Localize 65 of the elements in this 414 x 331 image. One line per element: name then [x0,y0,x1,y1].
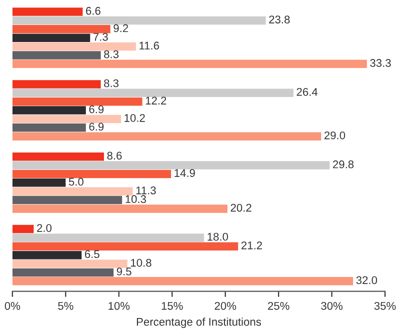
bar [12,25,110,34]
data-label: 7.3 [93,32,108,41]
x-axis-title: Percentage of Institutions [136,318,262,328]
data-label: 10.3 [126,195,146,204]
bar [12,250,82,260]
bar [12,204,228,213]
x-tick-label: 20% [214,302,236,310]
x-tick-label: 30% [321,302,343,310]
x-tick-label: 0% [4,302,20,310]
data-label: 6.6 [86,6,100,15]
data-label: 20.2 [230,204,252,212]
x-tick-label: 10% [108,302,130,310]
bar [12,106,86,114]
data-label: 18.0 [208,232,228,241]
data-label: 33.3 [370,59,391,67]
bar [12,51,101,60]
x-tick-label: 25% [268,302,290,310]
bar [12,187,133,196]
bar [12,80,101,88]
bar [12,277,354,286]
x-tick-label: 5% [58,302,74,310]
bar [12,132,322,140]
data-label: 10.8 [131,258,152,267]
data-label: 6.9 [89,105,104,114]
data-label: 11.3 [136,186,156,194]
bar [12,42,136,51]
data-label: 8.6 [107,152,122,160]
bar [12,268,114,277]
data-label: 8.3 [104,50,119,58]
bar [12,60,367,68]
x-tick-label: 35% [374,302,396,310]
data-label: 14.9 [174,169,195,177]
bar [12,88,294,98]
data-label: 6.9 [89,122,104,131]
data-label: 23.8 [269,16,290,24]
bar [12,34,90,42]
data-label: 29.0 [324,131,346,140]
data-label: 2.0 [37,224,52,232]
bar [12,8,83,16]
bar [12,242,238,251]
bar [12,196,122,204]
data-label: 5.0 [68,178,84,186]
bar [12,234,204,242]
data-label: 11.6 [140,42,160,50]
x-tick-label: 15% [162,302,183,310]
data-label: 6.5 [84,250,100,258]
data-label: 29.8 [333,160,354,168]
bar [12,124,86,132]
bar [12,97,142,106]
bar [12,16,266,25]
bar [12,260,128,268]
bar [12,170,172,178]
bar [12,152,104,161]
bar [12,178,66,187]
bar [12,161,330,170]
bar [12,114,122,124]
data-label: 32.0 [356,276,378,284]
data-label: 26.4 [296,88,318,96]
bar [12,224,34,234]
data-label: 12.2 [146,96,166,104]
data-label: 21.2 [241,242,262,250]
data-label: 9.2 [114,24,128,32]
data-label: 10.2 [124,114,145,122]
data-label: 8.3 [104,79,119,88]
data-label: 9.5 [116,268,132,276]
